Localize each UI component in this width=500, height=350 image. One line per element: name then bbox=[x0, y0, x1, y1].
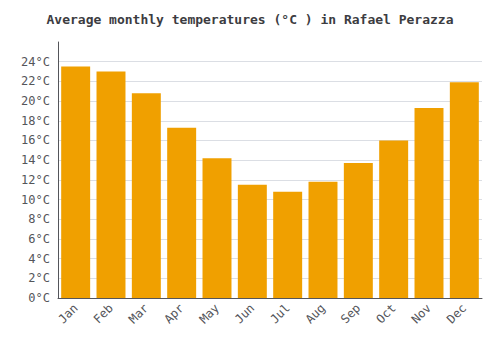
svg-text:Aug: Aug bbox=[303, 301, 328, 326]
svg-text:2°C: 2°C bbox=[28, 271, 50, 285]
svg-text:Dec: Dec bbox=[444, 301, 469, 326]
svg-text:Jan: Jan bbox=[55, 301, 80, 326]
svg-text:8°C: 8°C bbox=[28, 212, 50, 226]
svg-text:Apr: Apr bbox=[161, 301, 186, 326]
svg-text:12°C: 12°C bbox=[21, 173, 50, 187]
svg-text:6°C: 6°C bbox=[28, 232, 50, 246]
svg-text:Jul: Jul bbox=[267, 301, 292, 326]
svg-text:16°C: 16°C bbox=[21, 133, 50, 147]
svg-text:Mar: Mar bbox=[126, 301, 151, 326]
svg-text:Oct: Oct bbox=[373, 301, 398, 326]
svg-text:0°C: 0°C bbox=[28, 291, 50, 305]
svg-text:Jun: Jun bbox=[232, 301, 257, 326]
svg-text:May: May bbox=[197, 301, 222, 326]
svg-text:Average monthly temperatures (: Average monthly temperatures (°C ) in Ra… bbox=[47, 12, 454, 27]
svg-text:4°C: 4°C bbox=[28, 252, 50, 266]
svg-text:Nov: Nov bbox=[409, 301, 434, 326]
svg-text:24°C: 24°C bbox=[21, 55, 50, 69]
svg-text:Sep: Sep bbox=[338, 301, 363, 326]
svg-text:14°C: 14°C bbox=[21, 153, 50, 167]
svg-text:22°C: 22°C bbox=[21, 74, 50, 88]
svg-text:18°C: 18°C bbox=[21, 114, 50, 128]
svg-text:Feb: Feb bbox=[91, 301, 116, 326]
svg-text:10°C: 10°C bbox=[21, 193, 50, 207]
svg-text:20°C: 20°C bbox=[21, 94, 50, 108]
